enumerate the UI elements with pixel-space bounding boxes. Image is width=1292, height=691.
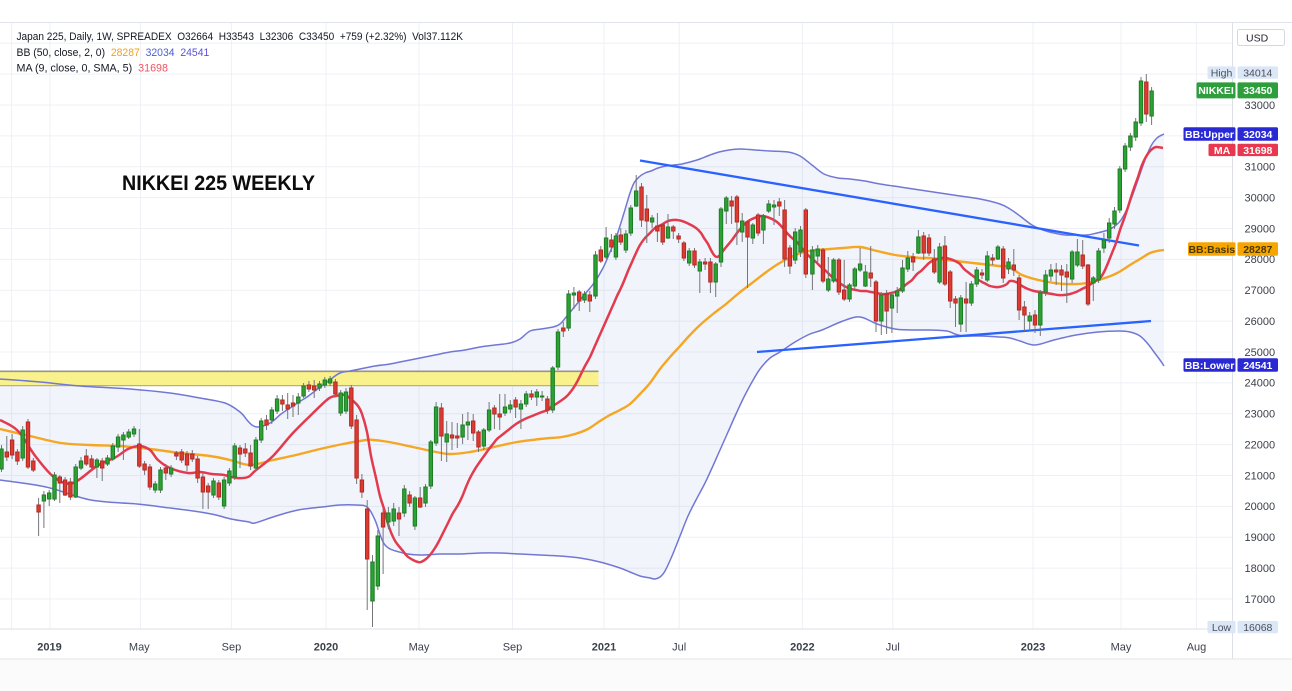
svg-text:2019: 2019 bbox=[37, 642, 61, 654]
svg-text:Jul: Jul bbox=[672, 642, 686, 654]
svg-text:24000: 24000 bbox=[1245, 378, 1276, 390]
svg-text:27000: 27000 bbox=[1245, 285, 1276, 297]
svg-text:Low: Low bbox=[1212, 622, 1232, 634]
svg-text:25000: 25000 bbox=[1245, 347, 1276, 359]
svg-text:31000: 31000 bbox=[1245, 162, 1276, 174]
svg-text:29000: 29000 bbox=[1245, 223, 1276, 235]
svg-text:19000: 19000 bbox=[1245, 532, 1276, 544]
svg-text:30000: 30000 bbox=[1245, 192, 1276, 204]
svg-text:32034: 32034 bbox=[1243, 129, 1272, 141]
svg-text:26000: 26000 bbox=[1245, 316, 1276, 328]
svg-text:16068: 16068 bbox=[1243, 622, 1272, 634]
svg-text:May: May bbox=[409, 642, 430, 654]
svg-text:23000: 23000 bbox=[1245, 409, 1276, 421]
svg-text:BB (50, close, 2, 0) 28287 3: BB (50, close, 2, 0) 28287 32034 24541 bbox=[17, 47, 210, 59]
svg-text:Aug: Aug bbox=[1187, 642, 1207, 654]
svg-text:2023: 2023 bbox=[1021, 642, 1045, 654]
svg-text:2021: 2021 bbox=[592, 642, 616, 654]
svg-text:May: May bbox=[1111, 642, 1132, 654]
svg-text:24541: 24541 bbox=[1243, 360, 1272, 372]
svg-text:MA (9, close, 0, SMA, 5) 3169: MA (9, close, 0, SMA, 5) 31698 bbox=[17, 62, 169, 74]
svg-text:2020: 2020 bbox=[314, 642, 338, 654]
svg-text:Sep: Sep bbox=[503, 642, 523, 654]
svg-text:May: May bbox=[129, 642, 150, 654]
svg-text:Japan 225, Daily, 1W, SPREADEX: Japan 225, Daily, 1W, SPREADEX O32664 H3… bbox=[17, 31, 464, 43]
svg-text:High: High bbox=[1211, 67, 1233, 79]
svg-text:22000: 22000 bbox=[1245, 439, 1276, 451]
svg-text:Jul: Jul bbox=[886, 642, 900, 654]
svg-text:18000: 18000 bbox=[1245, 563, 1276, 575]
svg-text:28287: 28287 bbox=[1243, 244, 1272, 256]
svg-text:USD: USD bbox=[1246, 33, 1269, 45]
svg-text:BB:Upper: BB:Upper bbox=[1185, 129, 1234, 141]
svg-text:MA: MA bbox=[1214, 145, 1231, 157]
svg-text:BB:Lower: BB:Lower bbox=[1185, 360, 1235, 372]
svg-text:Sep: Sep bbox=[222, 642, 242, 654]
svg-text:NIKKEI: NIKKEI bbox=[1198, 85, 1234, 97]
svg-text:NIKKEI 225 WEEKLY: NIKKEI 225 WEEKLY bbox=[122, 171, 315, 195]
svg-text:20000: 20000 bbox=[1245, 501, 1276, 513]
svg-text:21000: 21000 bbox=[1245, 470, 1276, 482]
svg-text:BB:Basis: BB:Basis bbox=[1188, 244, 1235, 256]
svg-text:28000: 28000 bbox=[1245, 254, 1276, 266]
svg-text:17000: 17000 bbox=[1245, 594, 1276, 606]
svg-text:31698: 31698 bbox=[1243, 145, 1272, 157]
svg-text:33000: 33000 bbox=[1245, 100, 1276, 112]
svg-text:33450: 33450 bbox=[1243, 85, 1272, 97]
svg-text:2022: 2022 bbox=[790, 642, 814, 654]
svg-text:34014: 34014 bbox=[1243, 67, 1272, 79]
